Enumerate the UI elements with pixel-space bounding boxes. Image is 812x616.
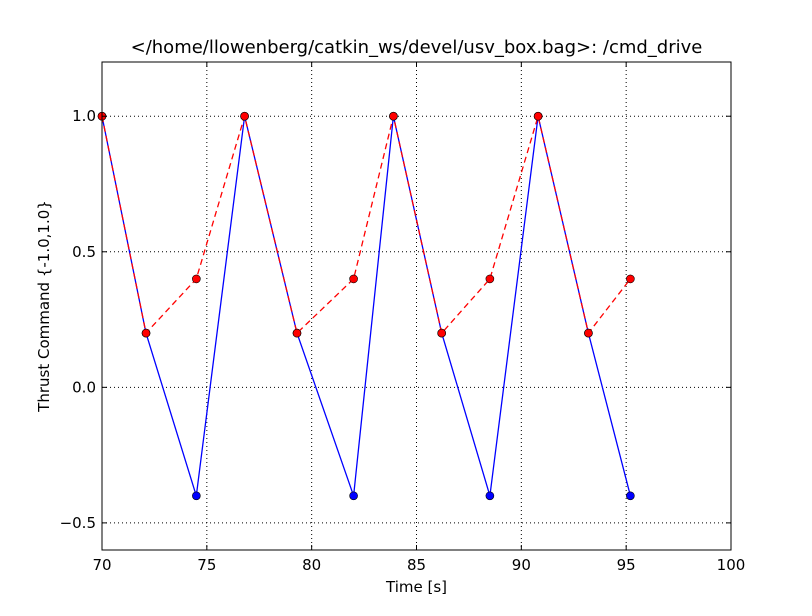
y-tick-label: −0.5 (60, 514, 96, 532)
y-axis-label: Thrust Command {-1.0,1.0} (35, 200, 53, 413)
y-tick-label: 0.0 (72, 378, 96, 396)
series-1-point (240, 111, 249, 121)
series-1-point (437, 328, 446, 338)
x-tick-label: 75 (197, 556, 216, 574)
series-0-point (485, 491, 495, 501)
x-tick-label: 80 (302, 556, 321, 574)
series-1-point (349, 274, 358, 284)
series-1-point (485, 274, 495, 284)
plot-area (97, 111, 635, 501)
series-1-point (389, 111, 398, 121)
series-1-point (292, 328, 302, 338)
y-tick-label: 1.0 (72, 107, 96, 125)
series-0-line (101, 116, 632, 497)
series-1-point (584, 328, 593, 338)
x-tick-label: 90 (512, 556, 531, 574)
grid-lines (102, 62, 731, 550)
series-0-point (349, 491, 358, 501)
series-0-point (192, 491, 201, 501)
series-1-point (533, 111, 543, 121)
series-1-point (192, 274, 201, 284)
x-tick-label: 85 (407, 556, 426, 574)
series-1-point (626, 274, 635, 284)
series-1-point (141, 328, 151, 338)
y-tick-label: 0.5 (72, 243, 96, 261)
x-tick-label: 100 (717, 556, 746, 574)
x-axis-label: Time [s] (385, 578, 447, 596)
axis-ticks: 70 75 80 85 90 95 100 −0.5 0.0 0.5 1.0 (60, 62, 746, 574)
series-0-point (626, 491, 635, 501)
series-1-line (101, 113, 631, 335)
x-tick-label: 70 (92, 556, 111, 574)
x-tick-label: 95 (617, 556, 636, 574)
chart-title: </home/llowenberg/catkin_ws/devel/usv_bo… (131, 37, 703, 58)
